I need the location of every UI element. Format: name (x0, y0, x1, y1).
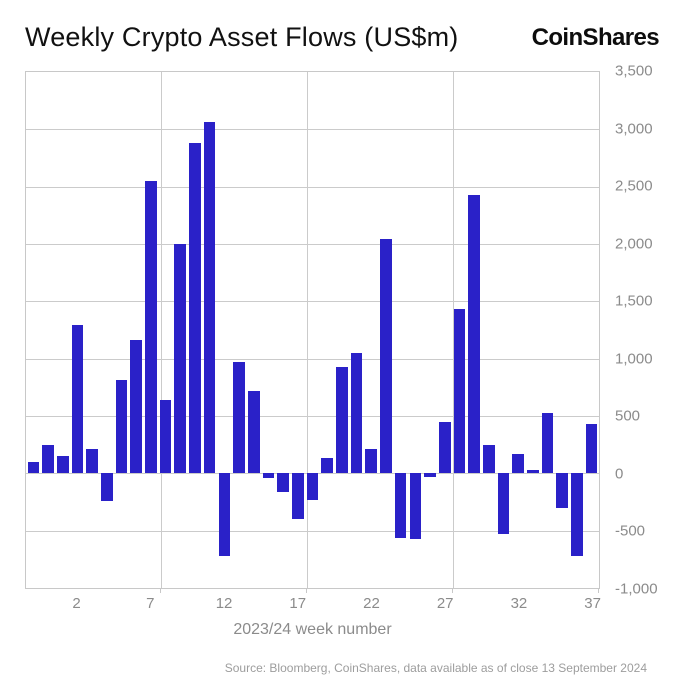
bar-W6 (130, 340, 143, 474)
bar-W14 (247, 391, 260, 474)
x-tick-mark-3 (598, 588, 599, 593)
gridline-x-1 (306, 72, 308, 588)
bar-W12 (218, 473, 231, 556)
x-tick-label-27: 27 (436, 595, 454, 612)
plot-area (25, 71, 600, 593)
coinshares-logo: CoinShares (531, 24, 660, 51)
bar-W29 (468, 194, 480, 474)
gridline-y-2000 (26, 244, 599, 245)
y-tick-label--1,000: -1,000 (615, 580, 658, 598)
x-tick-label-22: 22 (363, 595, 380, 612)
bar-2023-W51 (27, 461, 40, 474)
bar-W31 (497, 473, 510, 535)
bar-W21 (350, 352, 363, 474)
gridline-y-1000 (26, 358, 599, 360)
y-tick-label--500: -500 (615, 522, 646, 540)
bar-W22 (365, 449, 378, 474)
bar-W25 (409, 473, 422, 540)
bar-W19 (321, 457, 334, 474)
x-tick-label-12: 12 (215, 595, 233, 612)
gridline-y-2500 (26, 186, 599, 188)
gridline-x-2 (452, 72, 454, 588)
y-tick-label-0: 0 (615, 465, 624, 483)
bar-W18 (306, 473, 319, 500)
bar-W16 (277, 473, 289, 492)
bar-W23 (380, 239, 392, 474)
gridline-y--500 (26, 530, 599, 532)
bar-W1 (56, 456, 69, 474)
gridline-x-0 (160, 72, 162, 588)
bar-W26 (424, 473, 436, 478)
x-tick-mark-0 (159, 588, 161, 593)
y-tick-label-2,500: 2,500 (615, 177, 653, 195)
bar-W24 (394, 473, 407, 539)
bar-W4 (100, 473, 113, 501)
bar-2023-W52 (42, 445, 54, 474)
bar-W3 (86, 448, 98, 474)
bar-W11 (203, 122, 216, 474)
bar-W9 (174, 244, 187, 474)
gridline-y-3000 (26, 129, 599, 131)
bar-W36 (571, 473, 583, 557)
chart-title: Weekly Crypto Asset Flows (US$m) (25, 22, 459, 52)
bar-W8 (159, 399, 172, 474)
x-tick-label-17: 17 (289, 595, 307, 612)
source-note: Source: Bloomberg, CoinShares, data avai… (224, 661, 647, 675)
gridline-y-1500 (26, 301, 599, 303)
bar-W28 (453, 308, 466, 474)
bar-W34 (541, 412, 554, 474)
x-tick-label-7: 7 (146, 595, 155, 612)
y-tick-label-500: 500 (615, 407, 641, 425)
y-tick-label-1,500: 1,500 (615, 292, 653, 310)
bar-W2 (71, 325, 84, 474)
y-tick-label-1,000: 1,000 (615, 350, 653, 368)
x-tick-label-32: 32 (510, 595, 528, 612)
x-tick-label-2: 2 (72, 595, 81, 612)
bar-W35 (556, 473, 569, 509)
x-axis-title: 2023/24 week number (233, 621, 392, 638)
bar-W10 (189, 143, 201, 474)
y-tick-label-3,500: 3,500 (615, 62, 653, 80)
bar-W37 (585, 424, 598, 474)
bar-W13 (233, 361, 245, 474)
x-tick-label-37: 37 (584, 595, 601, 612)
bar-W5 (115, 380, 128, 474)
bar-W27 (438, 421, 451, 474)
y-tick-label-2,000: 2,000 (615, 235, 653, 253)
bar-W20 (336, 366, 348, 474)
y-axis-labels: 3,500 3,000 2,500 2,000 1,500 1,000 500 0 -500 -1… (615, 63, 670, 598)
gridline-y-500 (26, 416, 599, 417)
x-tick-mark-2 (451, 588, 453, 593)
bar-W7 (145, 180, 157, 474)
y-tick-label-3,000: 3,000 (615, 120, 653, 138)
x-tick-mark-1 (305, 588, 307, 593)
bar-W33 (527, 469, 539, 474)
bar-W15 (262, 473, 275, 479)
x-axis-labels: 2 7 12 17 22 27 32 37 (25, 595, 601, 613)
bar-W32 (512, 453, 525, 474)
bar-W17 (291, 473, 304, 520)
bar-W30 (482, 444, 495, 474)
